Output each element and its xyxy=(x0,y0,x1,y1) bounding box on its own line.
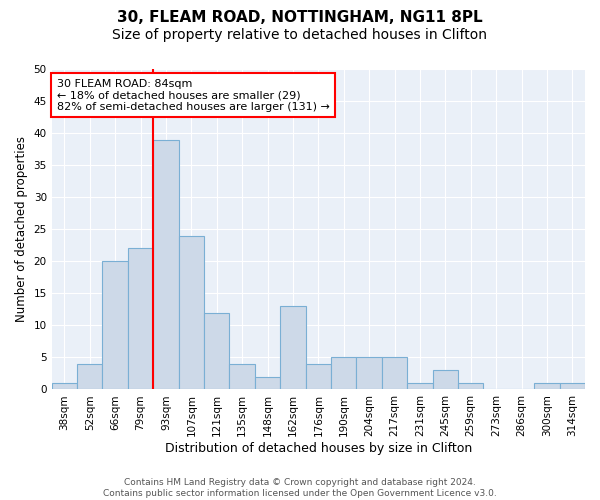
Text: Contains HM Land Registry data © Crown copyright and database right 2024.
Contai: Contains HM Land Registry data © Crown c… xyxy=(103,478,497,498)
Bar xyxy=(331,358,356,390)
Bar xyxy=(179,236,204,390)
Bar xyxy=(433,370,458,390)
Bar xyxy=(52,383,77,390)
Bar xyxy=(77,364,103,390)
Bar xyxy=(560,383,585,390)
Bar xyxy=(153,140,179,390)
Bar xyxy=(458,383,484,390)
Bar xyxy=(382,358,407,390)
Bar xyxy=(103,262,128,390)
Bar xyxy=(356,358,382,390)
Text: Size of property relative to detached houses in Clifton: Size of property relative to detached ho… xyxy=(113,28,487,42)
Bar xyxy=(305,364,331,390)
X-axis label: Distribution of detached houses by size in Clifton: Distribution of detached houses by size … xyxy=(165,442,472,455)
Bar xyxy=(204,312,229,390)
Text: 30, FLEAM ROAD, NOTTINGHAM, NG11 8PL: 30, FLEAM ROAD, NOTTINGHAM, NG11 8PL xyxy=(117,10,483,25)
Bar xyxy=(280,306,305,390)
Bar xyxy=(534,383,560,390)
Bar xyxy=(255,376,280,390)
Text: 30 FLEAM ROAD: 84sqm
← 18% of detached houses are smaller (29)
82% of semi-detac: 30 FLEAM ROAD: 84sqm ← 18% of detached h… xyxy=(57,78,330,112)
Bar xyxy=(128,248,153,390)
Bar xyxy=(229,364,255,390)
Y-axis label: Number of detached properties: Number of detached properties xyxy=(15,136,28,322)
Bar xyxy=(407,383,433,390)
